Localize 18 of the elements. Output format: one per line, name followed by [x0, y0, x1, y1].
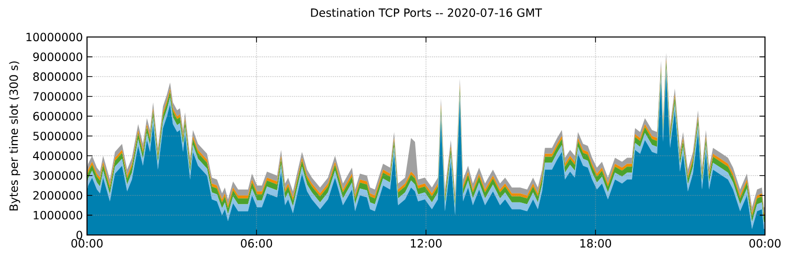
x-tick-label: 06:00	[240, 239, 272, 248]
y-tick-label: 6000000	[33, 112, 82, 120]
y-tick-label: 7000000	[33, 92, 82, 101]
y-tick-label: 4000000	[33, 152, 82, 160]
y-tick-label: 9000000	[33, 52, 82, 62]
y-tick-label: 2000000	[33, 191, 82, 200]
y-tick-label: 10000000	[26, 32, 82, 42]
y-tick-label: 8000000	[33, 72, 82, 81]
y-tick-label: 3000000	[33, 171, 82, 180]
y-tick-label: 1000000	[34, 210, 82, 220]
x-tick-label: 12:00	[410, 239, 442, 248]
y-tick-label: 0	[76, 230, 82, 240]
y-axis-title: Bytes per time slot (300 s)	[9, 61, 20, 210]
y-tick-label: 5000000	[33, 132, 82, 140]
chart-title: Destination TCP Ports -- 2020-07-16 GMT	[311, 8, 542, 17]
x-tick-label: 00:00	[749, 239, 781, 248]
x-tick-label: 18:00	[580, 239, 612, 248]
x-tick-label: 00:00	[71, 239, 103, 248]
